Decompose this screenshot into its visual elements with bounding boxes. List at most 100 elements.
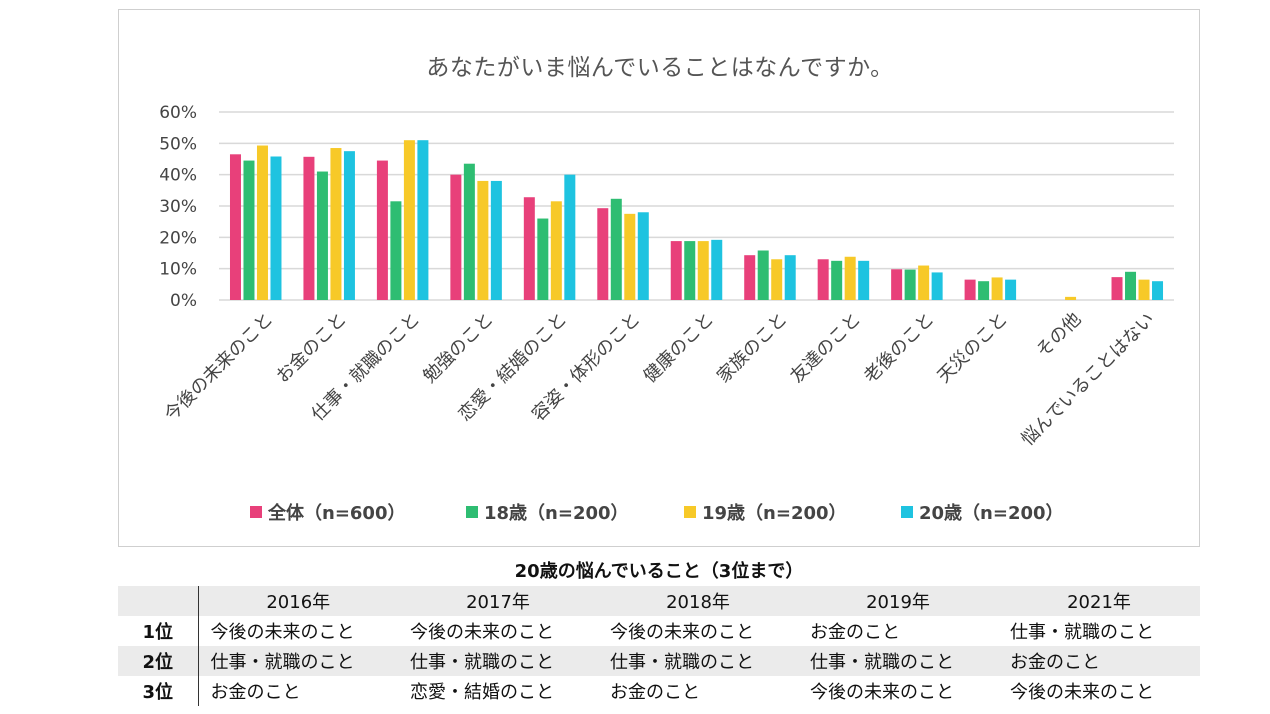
bar xyxy=(771,259,783,300)
legend-label: 20歳（n=200） xyxy=(919,503,1064,524)
bar xyxy=(697,241,709,300)
bar xyxy=(784,255,796,300)
bar xyxy=(918,265,930,300)
table-cell: お金のこと xyxy=(610,682,700,703)
bar xyxy=(670,241,682,300)
bar xyxy=(537,218,549,300)
table-cell: 今後の未来のこと xyxy=(1010,682,1154,703)
bar xyxy=(964,279,976,300)
bar xyxy=(303,156,315,300)
y-tick-label: 0% xyxy=(170,291,197,311)
bar xyxy=(1138,279,1150,300)
year-header: 2016年 xyxy=(266,592,331,613)
bar xyxy=(376,160,388,300)
bar xyxy=(757,250,769,300)
table-cell: 仕事・就職のこと xyxy=(210,652,355,673)
year-header: 2018年 xyxy=(666,592,730,613)
y-tick-label: 30% xyxy=(159,197,197,217)
table-cell: お金のこと xyxy=(1010,652,1100,673)
bar xyxy=(403,140,415,300)
legend-label: 全体（n=600） xyxy=(268,503,406,524)
bar xyxy=(1005,279,1017,300)
bar xyxy=(490,180,502,300)
bar xyxy=(390,201,402,300)
chart-title: あなたがいま悩んでいることはなんですか。 xyxy=(426,55,894,81)
bar xyxy=(831,260,843,300)
legend-swatch xyxy=(466,506,478,518)
x-tick-label: その他 xyxy=(1032,309,1085,362)
table-cell: 今後の未来のこと xyxy=(410,622,554,643)
bar xyxy=(343,151,355,300)
bar xyxy=(904,269,916,300)
table-row: 3位 お金のこと 恋愛・結婚のこと お金のこと 今後の未来のこと 今後の未来のこ… xyxy=(118,676,1200,706)
y-tick-label: 60% xyxy=(159,103,197,123)
table-cell: お金のこと xyxy=(210,682,301,703)
bar xyxy=(891,269,903,300)
rank-label: 1位 xyxy=(118,616,199,646)
x-tick-label: 友達のこと xyxy=(786,309,864,387)
bar xyxy=(978,281,990,300)
legend-item-18: 18歳（n=200） xyxy=(466,499,629,525)
bar xyxy=(711,239,723,300)
x-tick-label: お金のこと xyxy=(272,309,350,387)
table-cell: 仕事・就職のこと xyxy=(410,652,554,673)
bar xyxy=(463,163,475,300)
bar xyxy=(417,140,429,300)
bar xyxy=(744,255,756,300)
table-cell: 今後の未来のこと xyxy=(810,682,954,703)
legend-swatch xyxy=(901,506,913,518)
legend-label: 18歳（n=200） xyxy=(484,503,629,524)
bar xyxy=(817,259,829,300)
table-cell: 恋愛・結婚のこと xyxy=(410,682,554,703)
table-header-row: 2016年 2017年 2018年 2019年 2021年 xyxy=(118,586,1200,616)
bar xyxy=(316,171,328,300)
y-tick-label: 20% xyxy=(159,228,197,248)
bar xyxy=(330,148,342,300)
table-cell: 仕事・就職のこと xyxy=(810,652,954,673)
year-header: 2019年 xyxy=(866,592,930,613)
bar xyxy=(858,260,870,300)
table-cell: お金のこと xyxy=(810,622,900,643)
bar xyxy=(1065,296,1077,300)
ranking-title: 20歳の悩んでいること（3位まで） xyxy=(514,561,804,582)
bar xyxy=(1125,271,1137,300)
x-tick-label: 家族のこと xyxy=(713,309,791,387)
y-tick-label: 50% xyxy=(159,134,197,154)
table-cell: 今後の未来のこと xyxy=(610,622,754,643)
bar xyxy=(597,208,609,300)
bar xyxy=(564,174,576,300)
bar xyxy=(991,277,1003,300)
bar xyxy=(1152,281,1164,300)
rank-label: 3位 xyxy=(118,676,199,706)
bar xyxy=(550,201,562,300)
bar xyxy=(477,180,489,300)
year-header: 2021年 xyxy=(1067,592,1131,613)
rank-label: 2位 xyxy=(118,646,199,676)
legend-item-20: 20歳（n=200） xyxy=(901,499,1064,525)
bar xyxy=(610,198,622,300)
chart-panel: あなたがいま悩んでいることはなんですか。 0% 10% 20% 30% 40% 50% 60… xyxy=(118,9,1200,547)
x-tick-label: 健康のこと xyxy=(640,309,718,387)
bar xyxy=(256,145,268,300)
corner-cell xyxy=(118,586,199,616)
ranking-table: 2016年 2017年 2018年 2019年 2021年 1位 今後の未来のこ… xyxy=(118,586,1200,706)
table-cell: 仕事・就職のこと xyxy=(1010,622,1154,643)
y-tick-label: 10% xyxy=(159,260,197,280)
table-row: 2位 仕事・就職のこと 仕事・就職のこと 仕事・就職のこと 仕事・就職のこと お… xyxy=(118,646,1200,676)
bar xyxy=(243,160,255,300)
y-tick-label: 40% xyxy=(159,166,197,186)
x-tick-label: 勉強のこと xyxy=(419,309,497,387)
legend-item-19: 19歳（n=200） xyxy=(684,499,847,525)
bar xyxy=(844,256,856,300)
x-tick-label: 今後の未来のこと xyxy=(161,309,278,426)
bar xyxy=(523,197,535,300)
bar xyxy=(450,174,462,300)
bar xyxy=(1111,277,1123,300)
x-tick-label: 悩んでいることはない xyxy=(1017,309,1158,450)
x-tick-label: 老後のこと xyxy=(860,309,938,387)
table-cell: 今後の未来のこと xyxy=(210,622,355,643)
year-header: 2017年 xyxy=(466,592,530,613)
legend-swatch xyxy=(684,506,696,518)
bar xyxy=(624,213,636,300)
legend-label: 19歳（n=200） xyxy=(702,503,847,524)
